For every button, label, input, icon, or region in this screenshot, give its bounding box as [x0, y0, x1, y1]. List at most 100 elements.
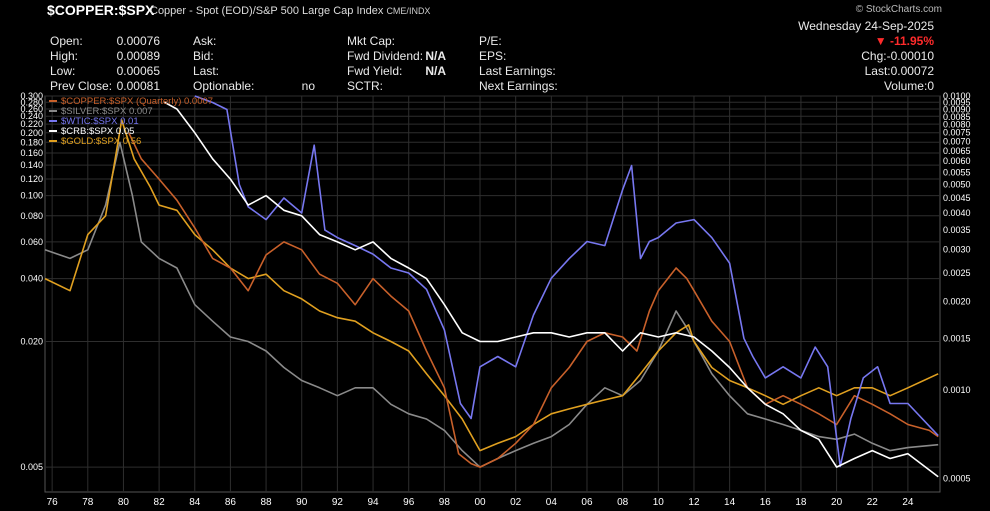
legend-entry-silver: $SILVER:$SPX 0.007 — [61, 106, 153, 117]
x-tick-label: 08 — [617, 497, 629, 508]
exchange-label: CME/INDX — [386, 6, 431, 16]
quote-value-fwdyield: N/A — [425, 64, 446, 78]
x-tick-label: 82 — [154, 497, 166, 508]
x-tick-label: 96 — [403, 497, 415, 508]
quote-value-fwddividend: N/A — [425, 49, 446, 63]
y-left-tick-label: 0.280 — [20, 97, 43, 107]
x-tick-label: 22 — [867, 497, 879, 508]
series-line-wtic[interactable] — [194, 95, 939, 468]
quote-label-fwddividend: Fwd Dividend: — [347, 49, 424, 63]
y-right-tick-label: 0.0090 — [943, 104, 971, 114]
y-left-tick-label: 0.100 — [20, 191, 43, 201]
x-tick-label: 24 — [902, 497, 914, 508]
x-tick-label: 20 — [831, 497, 843, 508]
y-right-tick-label: 0.0030 — [943, 245, 971, 255]
x-tick-label: 06 — [581, 497, 593, 508]
quote-label-prevclose: Prev Close: — [50, 79, 113, 93]
quote-label-sctr: SCTR: — [347, 79, 383, 93]
legend-entry-crb: $CRB:$SPX 0.05 — [61, 126, 134, 137]
y-right-tick-label: 0.0060 — [943, 156, 971, 166]
security-description: Copper - Spot (EOD)/S&P 500 Large Cap In… — [150, 5, 384, 17]
x-tick-label: 84 — [189, 497, 201, 508]
y-left-tick-label: 0.200 — [20, 128, 43, 138]
legend-entry-wtic: $WTIC:$SPX 0.01 — [61, 116, 139, 127]
series-line-crb[interactable] — [164, 101, 939, 478]
quote-label-optionable: Optionable: — [193, 79, 255, 93]
plot-area[interactable] — [44, 95, 941, 493]
quote-label-high: High: — [50, 49, 79, 63]
change-percent: ▼ -11.95% — [874, 34, 934, 48]
y-right-tick-label: 0.0055 — [943, 167, 971, 177]
quote-label-bid: Bid: — [193, 49, 214, 63]
quote-value-optionable: no — [301, 79, 315, 93]
x-tick-label: 04 — [546, 497, 558, 508]
y-right-tick-label: 0.0035 — [943, 225, 971, 235]
x-tick-label: 78 — [82, 497, 94, 508]
y-right-tick-label: 0.0020 — [943, 297, 971, 307]
quote-label-last: Last: — [193, 64, 220, 78]
y-right-tick-label: 0.0080 — [943, 119, 971, 129]
y-right-tick-label: 0.0070 — [943, 137, 971, 147]
quote-label-nextearnings: Next Earnings: — [479, 79, 558, 93]
y-right-tick-label: 0.0040 — [943, 208, 971, 218]
quote-label-ask: Ask: — [193, 34, 217, 48]
price-chart[interactable]: 76 78 80 82 84 86 88 90 92 94 96 98 00 02 04 06 08 10 12 14… — [0, 92, 990, 511]
quote-value-low: 0.00065 — [116, 64, 160, 78]
quote-label-eps: EPS: — [479, 49, 507, 63]
x-tick-label: 76 — [47, 497, 59, 508]
y-left-tick-label: 0.300 — [20, 92, 43, 101]
y-right-tick-label: 0.0085 — [943, 112, 971, 122]
chart-symbol: $COPPER:$SPX — [47, 2, 155, 18]
y-left-tick-label: 0.220 — [20, 119, 43, 129]
x-tick-label: 90 — [296, 497, 308, 508]
x-tick-label: 16 — [760, 497, 772, 508]
y-left-tick-label: 0.005 — [20, 462, 43, 472]
quote-label-lastearnings: Last Earnings: — [479, 64, 556, 78]
x-tick-label: 92 — [332, 497, 344, 508]
quote-volume: Volume:0 — [883, 79, 934, 93]
quote-last: Last:0.00072 — [864, 64, 934, 78]
y-right-tick-label: 0.0010 — [943, 385, 971, 395]
x-tick-label: 02 — [510, 497, 522, 508]
y-left-tick-label: 0.260 — [20, 104, 43, 114]
y-left-tick-label: 0.140 — [20, 160, 43, 170]
x-tick-label: 12 — [688, 497, 700, 508]
y-right-tick-label: 0.0045 — [943, 193, 971, 203]
y-left-tick-label: 0.160 — [20, 148, 43, 158]
quote-label-pe: P/E: — [479, 34, 502, 48]
x-tick-label: 86 — [225, 497, 237, 508]
y-right-tick-label: 0.0095 — [943, 98, 971, 108]
y-left-tick-label: 0.060 — [20, 237, 43, 247]
quote-chg: Chg:-0.00010 — [861, 49, 934, 63]
x-tick-label: 98 — [439, 497, 451, 508]
x-tick-label: 14 — [724, 497, 736, 508]
y-left-tick-label: 0.240 — [20, 111, 43, 121]
quote-date: Wednesday 24-Sep-2025 — [798, 19, 934, 33]
x-tick-label: 88 — [261, 497, 273, 508]
quote-label-mktcap: Mkt Cap: — [347, 34, 396, 48]
chart-description: Copper - Spot (EOD)/S&P 500 Large Cap In… — [150, 5, 430, 17]
y-left-tick-label: 0.180 — [20, 137, 43, 147]
y-left-tick-label: 0.080 — [20, 211, 43, 221]
y-right-tick-label: 0.0050 — [943, 180, 971, 190]
x-tick-label: 80 — [118, 497, 130, 508]
x-tick-label: 10 — [653, 497, 665, 508]
stockcharts-logo: © StockCharts.com — [855, 4, 942, 15]
x-tick-label: 00 — [474, 497, 486, 508]
quote-label-open: Open: — [50, 34, 83, 48]
y-right-tick-label: 0.0025 — [943, 268, 971, 278]
y-right-tick-label: 0.0075 — [943, 128, 971, 138]
x-tick-label: 94 — [367, 497, 379, 508]
legend-entry-copper: $COPPER:$SPX (Quarterly) 0.0007 — [61, 96, 213, 107]
series-line-copper[interactable] — [128, 132, 939, 468]
quote-value-high: 0.00089 — [116, 49, 160, 63]
y-left-tick-label: 0.120 — [20, 174, 43, 184]
legend-entry-gold: $GOLD:$SPX 0.56 — [61, 136, 141, 147]
quote-label-low: Low: — [50, 64, 76, 78]
quote-label-fwdyield: Fwd Yield: — [347, 64, 403, 78]
y-right-tick-label: 0.0015 — [943, 333, 971, 343]
y-right-tick-label: 0.0005 — [943, 474, 971, 484]
quote-value-prevclose: 0.00081 — [116, 79, 160, 93]
y-left-tick-label: 0.040 — [20, 274, 43, 284]
y-right-tick-label: 0.0100 — [943, 92, 971, 101]
